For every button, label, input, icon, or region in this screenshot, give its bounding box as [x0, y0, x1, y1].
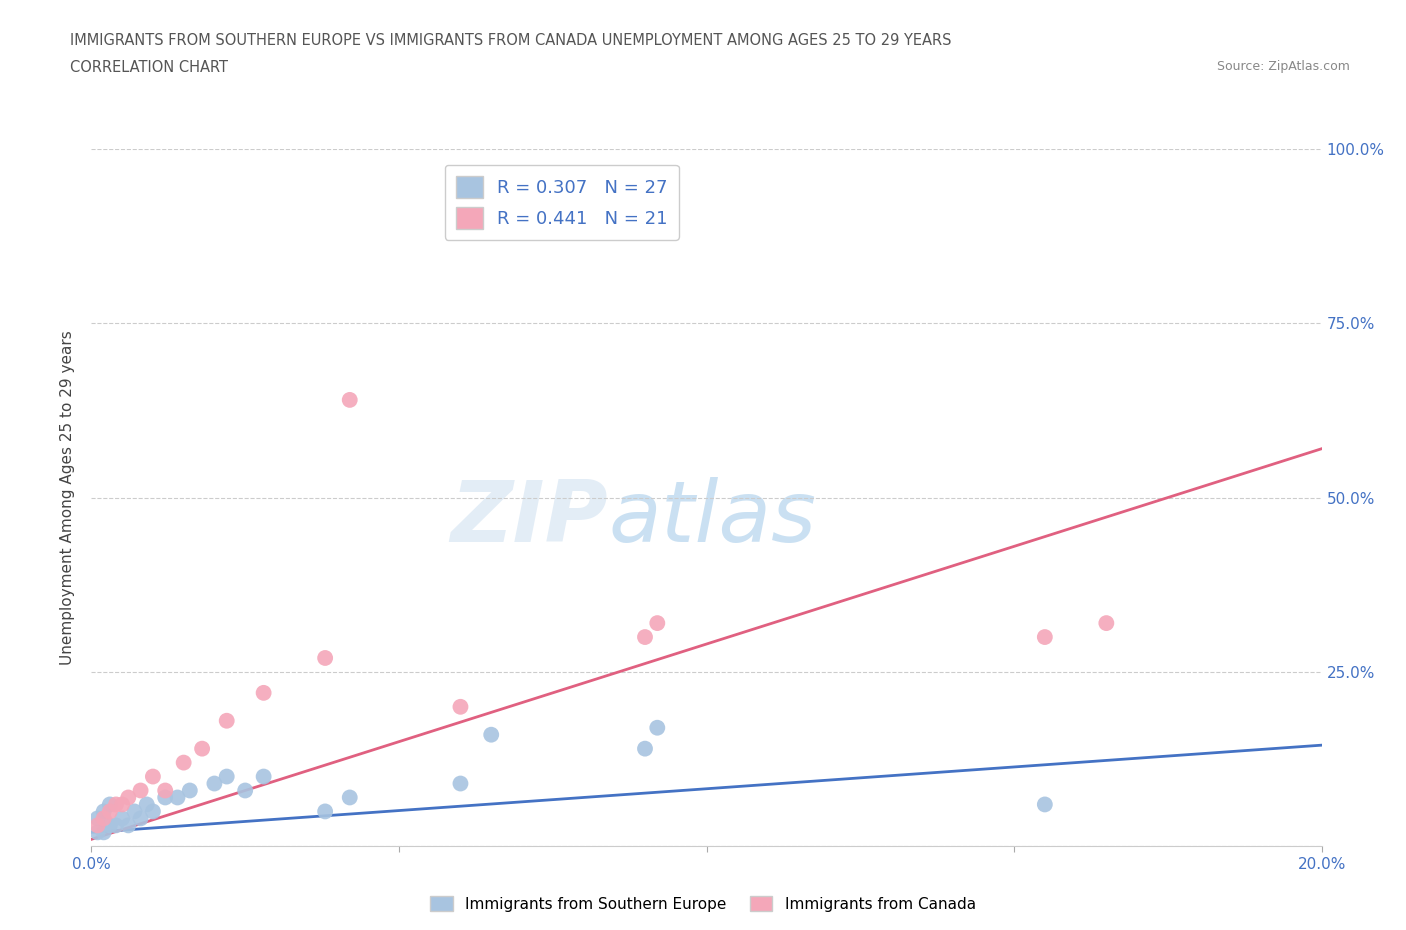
Point	[634, 630, 657, 644]
Point	[645, 616, 668, 631]
Text: Source: ZipAtlas.com: Source: ZipAtlas.com	[1216, 60, 1350, 73]
Point	[142, 804, 165, 819]
Point	[117, 818, 139, 833]
Point	[105, 797, 127, 812]
Point	[98, 818, 121, 833]
Point	[314, 651, 336, 666]
Text: CORRELATION CHART: CORRELATION CHART	[70, 60, 228, 75]
Point	[179, 783, 201, 798]
Legend: R = 0.307   N = 27, R = 0.441   N = 21: R = 0.307 N = 27, R = 0.441 N = 21	[444, 165, 679, 240]
Point	[117, 790, 139, 805]
Point	[129, 811, 152, 826]
Point	[173, 755, 195, 770]
Point	[86, 825, 108, 840]
Point	[124, 804, 146, 819]
Point	[1095, 616, 1118, 631]
Point	[215, 769, 238, 784]
Text: atlas: atlas	[607, 477, 815, 560]
Point	[142, 769, 165, 784]
Point	[98, 804, 121, 819]
Point	[1033, 630, 1056, 644]
Point	[105, 818, 127, 833]
Point	[634, 741, 657, 756]
Point	[202, 776, 225, 790]
Point	[86, 811, 108, 826]
Point	[153, 790, 177, 805]
Point	[191, 741, 214, 756]
Point	[166, 790, 188, 805]
Point	[449, 699, 471, 714]
Point	[339, 392, 361, 407]
Point	[111, 797, 134, 812]
Legend: Immigrants from Southern Europe, Immigrants from Canada: Immigrants from Southern Europe, Immigra…	[425, 889, 981, 918]
Point	[93, 825, 115, 840]
Point	[93, 804, 115, 819]
Point	[645, 721, 668, 736]
Point	[233, 783, 256, 798]
Point	[479, 727, 502, 742]
Point	[129, 783, 152, 798]
Point	[111, 811, 134, 826]
Text: ZIP: ZIP	[450, 477, 607, 560]
Point	[215, 713, 238, 728]
Point	[98, 797, 121, 812]
Point	[93, 811, 115, 826]
Text: IMMIGRANTS FROM SOUTHERN EUROPE VS IMMIGRANTS FROM CANADA UNEMPLOYMENT AMONG AGE: IMMIGRANTS FROM SOUTHERN EUROPE VS IMMIG…	[70, 33, 952, 47]
Point	[1033, 797, 1056, 812]
Point	[135, 797, 157, 812]
Point	[449, 776, 471, 790]
Point	[339, 790, 361, 805]
Point	[314, 804, 336, 819]
Point	[253, 769, 276, 784]
Y-axis label: Unemployment Among Ages 25 to 29 years: Unemployment Among Ages 25 to 29 years	[60, 330, 76, 665]
Point	[253, 685, 276, 700]
Point	[479, 177, 502, 192]
Point	[153, 783, 177, 798]
Point	[86, 818, 108, 833]
